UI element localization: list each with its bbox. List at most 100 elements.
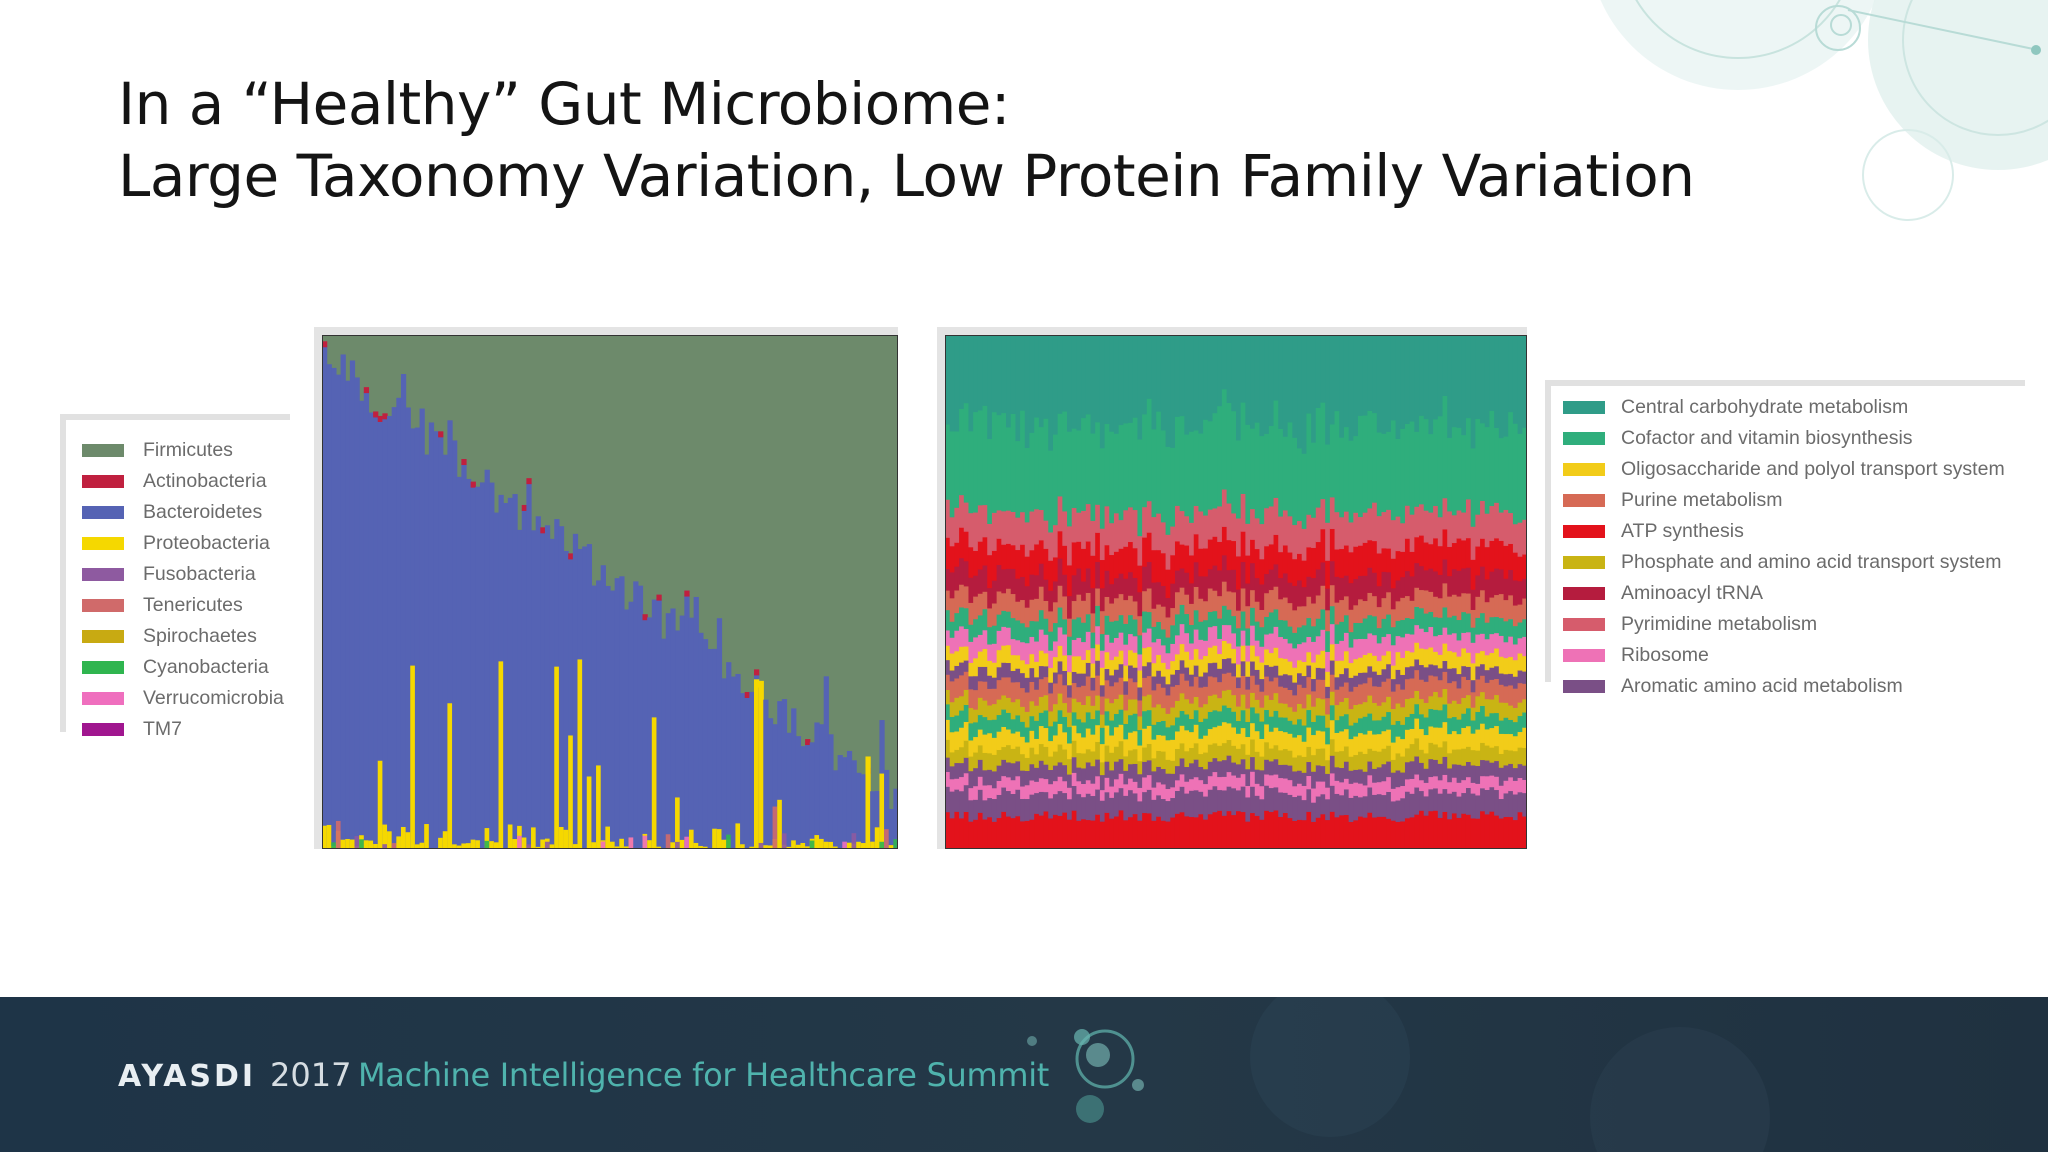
- function-band-segment: [1043, 665, 1049, 678]
- function-band-segment: [1081, 783, 1087, 798]
- function-band-segment: [1057, 645, 1064, 662]
- function-band-segment: [1465, 776, 1472, 789]
- bacteroidetes-bar: [800, 746, 806, 849]
- function-band-segment: [1315, 507, 1322, 543]
- function-band-segment: [1207, 675, 1214, 696]
- function-band-segment: [954, 430, 960, 508]
- proteobacteria-bar: [800, 842, 806, 849]
- function-band-segment: [1095, 335, 1101, 423]
- function-band-segment: [1001, 610, 1007, 627]
- function-band-segment: [1193, 335, 1200, 431]
- function-band-segment: [1113, 620, 1120, 638]
- function-band-segment: [1128, 335, 1134, 423]
- function-band-segment: [1461, 647, 1467, 667]
- function-band-segment: [1419, 628, 1425, 649]
- function-band-segment: [1419, 589, 1425, 609]
- function-band-segment: [1024, 521, 1031, 557]
- function-band-segment: [1113, 746, 1120, 762]
- function-band-segment: [1179, 773, 1186, 787]
- function-band-segment: [1151, 757, 1157, 772]
- function-band-segment: [1334, 689, 1340, 706]
- function-band-segment: [1217, 668, 1223, 683]
- function-band-segment: [1273, 692, 1279, 711]
- function-band-segment: [1315, 594, 1322, 619]
- function-band-segment: [1010, 748, 1017, 764]
- function-band-segment: [1268, 505, 1275, 545]
- function-band-segment: [1461, 434, 1467, 513]
- function-band-segment: [987, 719, 993, 734]
- function-band-segment: [1146, 743, 1153, 761]
- function-band-segment: [959, 661, 965, 676]
- function-band-segment: [1254, 751, 1261, 770]
- function-band-segment: [1358, 622, 1364, 639]
- function-band-segment: [1029, 700, 1035, 717]
- function-band-segment: [1259, 626, 1265, 647]
- function-band-segment: [1358, 768, 1364, 784]
- function-band-segment: [1409, 551, 1416, 577]
- function-band-segment: [1236, 555, 1242, 590]
- proteobacteria-bar: [712, 828, 718, 849]
- function-band-segment: [1470, 691, 1477, 708]
- function-band-segment: [1165, 800, 1171, 822]
- function-band-segment: [1160, 798, 1167, 821]
- function-band-segment: [1156, 703, 1162, 722]
- function-band-segment: [1170, 447, 1176, 527]
- function-band-segment: [1461, 676, 1467, 698]
- function-band-segment: [1203, 575, 1209, 602]
- proteobacteria-bar: [507, 824, 514, 849]
- legend-swatch: [82, 723, 124, 736]
- bacteroidetes-bar: [563, 550, 569, 849]
- minor-taxon-bar: [893, 839, 898, 849]
- function-band-segment: [1358, 415, 1364, 518]
- function-band-segment: [1278, 335, 1284, 429]
- function-band-segment: [1503, 545, 1509, 579]
- function-band-segment: [1203, 795, 1209, 820]
- function-band-segment: [1409, 618, 1416, 635]
- function-band-segment: [1358, 815, 1364, 849]
- function-band-segment: [1250, 756, 1256, 772]
- function-band-segment: [1484, 715, 1491, 730]
- function-band-segment: [1076, 820, 1082, 849]
- function-band-segment: [963, 704, 970, 722]
- function-band-segment: [1484, 546, 1491, 580]
- function-band-segment: [1123, 623, 1129, 645]
- legend-entry: Cyanobacteria: [66, 652, 290, 683]
- function-band-segment: [1085, 413, 1092, 505]
- function-band-segment: [959, 746, 965, 764]
- bacteroidetes-bar: [335, 374, 342, 849]
- function-band-segment: [1184, 651, 1190, 668]
- function-band-segment: [1146, 500, 1153, 533]
- function-band-segment: [1442, 811, 1448, 849]
- function-band-segment: [1048, 797, 1054, 819]
- function-band-segment: [1273, 399, 1279, 498]
- function-band-segment: [1034, 738, 1040, 755]
- function-band-segment: [1334, 410, 1340, 513]
- function-band-segment: [963, 772, 970, 786]
- function-band-segment: [1146, 709, 1153, 726]
- function-band-segment: [1001, 645, 1007, 663]
- function-band-segment: [1151, 662, 1157, 677]
- function-band-segment: [1339, 516, 1345, 550]
- function-band-segment: [1268, 666, 1275, 682]
- function-band-segment: [1465, 612, 1472, 633]
- function-band-segment: [1423, 510, 1430, 543]
- function-band-segment: [1240, 335, 1247, 403]
- legend-swatch: [82, 692, 124, 705]
- function-band-segment: [945, 689, 951, 705]
- function-band-segment: [959, 408, 965, 496]
- function-band-segment: [1236, 733, 1242, 749]
- proteobacteria-bar: [679, 839, 685, 849]
- function-band-segment: [1038, 815, 1045, 849]
- proteobacteria-bar: [832, 846, 839, 849]
- actinobacteria-bar: [805, 739, 811, 746]
- function-band-segment: [1250, 771, 1256, 787]
- function-band-segment: [1522, 711, 1527, 728]
- function-band-segment: [1287, 582, 1294, 604]
- function-band-segment: [1146, 774, 1153, 790]
- function-band-segment: [1306, 596, 1312, 619]
- function-band-segment: [1067, 335, 1073, 432]
- function-band-segment: [1489, 596, 1495, 618]
- function-band-segment: [1451, 730, 1458, 750]
- function-band-segment: [1142, 647, 1148, 667]
- function-band-segment: [1456, 427, 1462, 511]
